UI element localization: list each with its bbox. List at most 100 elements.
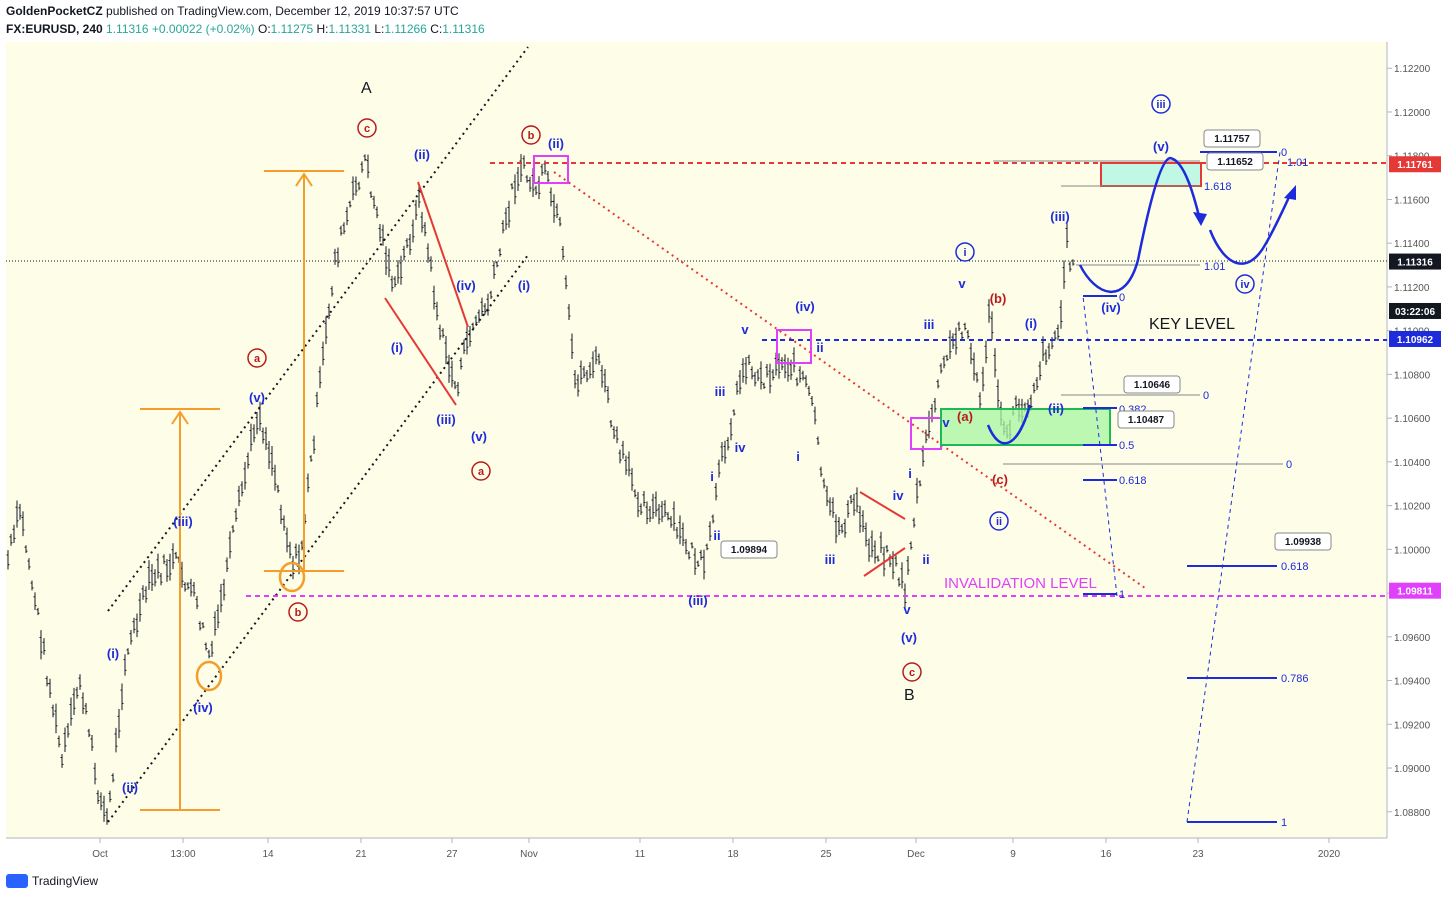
wave-label: v <box>958 276 966 291</box>
wave-label: ii <box>816 340 823 355</box>
price-label-text: 1.10962 <box>1397 335 1434 346</box>
wave-labels: (i) (ii) (iii) (iv) (v) (ii) (i) (iii) (iv) (v) (i… <box>107 136 1169 795</box>
callout-box <box>1117 410 1175 429</box>
wave-circle <box>1235 274 1255 294</box>
wave-label: (ii) <box>122 780 138 795</box>
candlestick-series <box>6 154 1075 825</box>
price-label-text: 1.11761 <box>1397 160 1433 171</box>
fib-label: 0 <box>1119 292 1125 304</box>
callout-box <box>1203 129 1261 148</box>
annotation-text: A <box>361 80 372 97</box>
fib-label: 0.5 <box>1119 440 1134 452</box>
wave-circle <box>989 511 1009 531</box>
triangle-lower-line <box>863 547 906 577</box>
price-label-box <box>1389 582 1441 599</box>
author-name[interactable]: GoldenPocketCZ <box>6 4 103 18</box>
callout-text: 1.11757 <box>1214 134 1250 145</box>
circled-wave-label: c <box>909 667 915 679</box>
price-label-text: 1.11316 <box>1397 258 1433 269</box>
price-label-text: 03:22:06 <box>1395 307 1435 318</box>
wave-label: iv <box>893 488 905 503</box>
price-change: +0.00022 (+0.02%) <box>151 22 255 36</box>
wave-label: (v) <box>901 630 917 645</box>
wave-circle <box>955 242 975 262</box>
wave-circle <box>288 602 308 622</box>
wave-label: iii <box>715 384 726 399</box>
close-value: 1.11316 <box>442 22 485 36</box>
time-axis[interactable]: Oct 13:00 14 21 27 Nov 11 18 25 Dec 9 16 23 2020 <box>92 838 1341 860</box>
footer-brand[interactable]: TradingView <box>6 874 98 888</box>
wave-label: v <box>741 322 749 337</box>
y-tick-label: 1.08800 <box>1394 808 1431 819</box>
wave-label: (iv) <box>456 278 476 293</box>
low-value: 1.11266 <box>384 22 427 36</box>
tradingview-logo-icon <box>6 874 28 888</box>
x-tick-label: 9 <box>1010 849 1016 860</box>
callout-box <box>1123 375 1181 394</box>
high-label: H: <box>316 22 329 36</box>
circled-wave-label: b <box>528 130 535 142</box>
annotation-text: KEY LEVEL <box>1149 316 1235 333</box>
projection-dip <box>986 404 1032 445</box>
circled-wave-label: ii <box>996 516 1002 528</box>
wave-label: (iii) <box>688 593 708 608</box>
wave-circle <box>521 125 541 145</box>
callout-text: 1.10646 <box>1134 380 1171 391</box>
close-label: C: <box>430 22 443 36</box>
fib-label: 0 <box>1286 459 1292 471</box>
wave-label: (iii) <box>436 412 456 427</box>
wave-label: (b) <box>990 291 1007 306</box>
callout-text: 1.10487 <box>1128 415 1165 426</box>
wave-label: v <box>903 602 911 617</box>
fib-diagonal-long <box>1186 151 1281 823</box>
fib-label: 1.01 <box>1204 261 1225 273</box>
circled-wave-label: iii <box>1156 99 1165 111</box>
fib-label: 0.786 <box>1281 673 1309 685</box>
fib-label: 1 <box>1119 589 1125 601</box>
symbol-label: FX:EURUSD, 240 <box>6 22 103 36</box>
x-tick-label: 2020 <box>1318 849 1341 860</box>
price-axis[interactable]: 1.08800 1.09000 1.09200 1.09400 1.09600 1.098… <box>1387 64 1431 819</box>
wave-label: (c) <box>992 472 1008 487</box>
wave-circle <box>247 348 267 368</box>
y-tick-label: 1.10200 <box>1394 502 1431 513</box>
x-tick-label: Nov <box>520 849 538 860</box>
fib-label: 0 <box>1203 390 1209 402</box>
fib-label: 1.618 <box>1204 181 1232 193</box>
callout-text: 1.11652 <box>1217 157 1253 168</box>
publish-info: GoldenPocketCZ published on TradingView.… <box>6 4 459 18</box>
price-axis-labels: 1.11761 1.11316 03:22:06 1.10962 1.09811 <box>1389 156 1441 599</box>
callout-text: 1.09894 <box>731 545 768 556</box>
y-tick-label: 1.09000 <box>1394 764 1431 775</box>
x-tick-label: 18 <box>727 849 739 860</box>
triangle-upper-line <box>859 491 906 520</box>
x-tick-label: Oct <box>92 849 108 860</box>
fib-lines-blue <box>1083 151 1277 823</box>
box-iv-top <box>776 329 812 364</box>
box-ii-top <box>533 155 569 184</box>
wave-circle <box>1151 94 1171 114</box>
annotation-text: INVALIDATION LEVEL <box>944 575 1097 592</box>
open-value: 1.11275 <box>270 22 314 36</box>
wave-circle <box>902 662 922 682</box>
wave-circle <box>357 118 377 138</box>
wave-label: (v) <box>1153 139 1169 154</box>
low-label: L: <box>374 22 385 36</box>
wave-label: (i) <box>107 646 119 661</box>
wave-label: (i) <box>391 340 403 355</box>
measured-move-left <box>140 408 220 811</box>
x-tick-label: 13:00 <box>170 849 195 860</box>
wave-label: (i) <box>518 278 530 293</box>
wave-label: (iii) <box>173 514 193 529</box>
fib-label: 1 <box>1281 817 1287 829</box>
y-tick-label: 1.11400 <box>1394 239 1430 250</box>
measured-move-right <box>264 170 344 572</box>
price-label-box <box>1389 253 1441 270</box>
projection-arrow-up <box>1284 185 1296 200</box>
wave-label: (iv) <box>795 299 815 314</box>
x-tick-label: 14 <box>262 849 274 860</box>
wave-label: (v) <box>249 390 265 405</box>
wave-label: iv <box>735 440 747 455</box>
y-tick-label: 1.11200 <box>1394 283 1430 294</box>
